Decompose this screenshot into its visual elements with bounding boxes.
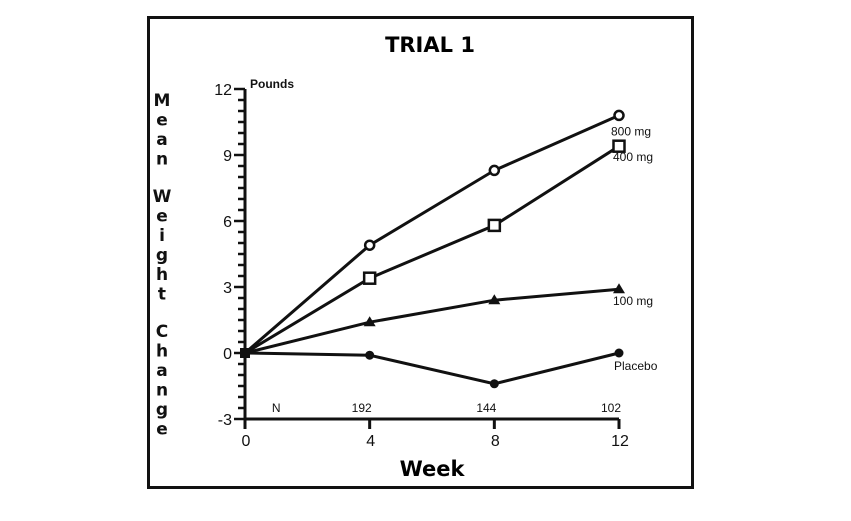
data-point	[612, 139, 626, 153]
data-point	[613, 283, 625, 294]
x-tick-label: 0	[242, 433, 251, 450]
y-label-letter: h	[156, 342, 168, 362]
y-label-letter: n	[156, 381, 168, 401]
series-line	[244, 351, 620, 386]
y-label-letter: i	[159, 226, 165, 246]
data-point	[488, 294, 501, 305]
series-800-mg: 800 mg	[240, 109, 651, 358]
x-tick-label: 8	[491, 433, 500, 450]
y-label-letter: e	[156, 420, 168, 440]
y-label-letter: a	[156, 130, 167, 150]
series-100-mg: 100 mg	[240, 283, 653, 358]
data-point	[363, 239, 376, 251]
n-value: 192	[352, 401, 372, 415]
data-point	[489, 379, 499, 389]
y-tick-label: 3	[223, 280, 232, 297]
y-unit-label: Pounds	[250, 77, 294, 91]
y-label-letter: h	[156, 265, 168, 285]
data-point	[362, 271, 377, 285]
series-label: 100 mg	[613, 294, 653, 308]
y-tick-label: -3	[218, 412, 232, 429]
series-placebo: Placebo	[240, 348, 658, 389]
y-tick-label: 9	[223, 148, 232, 165]
y-label-letter: M	[154, 91, 171, 111]
y-label-letter: C	[156, 322, 168, 342]
x-tick-label: 4	[366, 433, 375, 450]
data-point	[488, 164, 501, 177]
series-label: 400 mg	[613, 150, 653, 164]
data-point	[613, 109, 625, 122]
data-point	[363, 316, 376, 327]
y-label-letter: a	[156, 361, 167, 381]
x-tick-label: 12	[611, 433, 629, 450]
y-label-letter: g	[156, 246, 168, 266]
y-label-letter: t	[158, 285, 166, 305]
chart-frame	[147, 16, 694, 489]
n-value: 102	[601, 401, 621, 415]
n-label: N	[272, 401, 281, 415]
y-label-letter: e	[156, 111, 168, 131]
x-axis-label: Week	[400, 457, 466, 481]
series-400-mg: 400 mg	[240, 139, 653, 358]
y-tick-label: 12	[214, 82, 232, 99]
y-label-letter: n	[156, 150, 168, 170]
y-tick-label: 6	[223, 214, 232, 231]
chart-title: TRIAL 1	[385, 33, 475, 57]
data-point	[240, 348, 250, 358]
y-label-letter: e	[156, 207, 168, 227]
data-point	[365, 350, 375, 360]
y-tick-label: 0	[223, 346, 232, 363]
n-value: 144	[476, 401, 496, 415]
data-point	[487, 218, 502, 233]
series-line	[244, 287, 620, 355]
y-label-letter: W	[153, 187, 172, 207]
y-label-letter: g	[156, 400, 168, 420]
series-label: 800 mg	[611, 124, 651, 138]
data-point	[614, 348, 624, 358]
series-line	[244, 144, 620, 355]
series-line	[244, 114, 620, 355]
series-label: Placebo	[614, 359, 658, 373]
